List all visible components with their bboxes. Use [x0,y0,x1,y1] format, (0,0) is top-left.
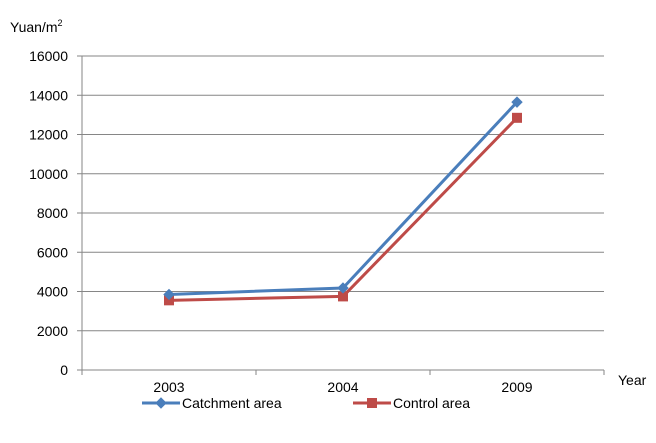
legend-marker [367,398,377,408]
y-tick-label: 4000 [37,284,68,300]
y-tick-label: 6000 [37,244,68,260]
y-tick-label: 8000 [37,205,68,221]
y-tick-label: 10000 [29,166,68,182]
legend-label: Catchment area [182,395,282,411]
data-point [512,112,522,123]
data-point [163,288,175,301]
legend-item: Catchment area [142,395,282,411]
y-tick-label: 14000 [29,87,68,103]
y-tick-label: 12000 [29,127,68,143]
data-point [337,282,349,294]
x-tick-label: 2003 [153,379,184,395]
legend-item: Control area [353,395,470,411]
series-control-area [164,112,522,306]
legend-label: Control area [393,395,470,411]
y-axis-title-text: Yuan/m [10,19,57,35]
legend-marker [155,397,167,409]
series [163,96,523,306]
y-axis-title: Yuan/m2 [10,18,63,35]
y-tick-label: 16000 [29,48,68,64]
data-point [164,295,174,306]
y-tick-labels: 0 2000 4000 6000 8000 10000 12000 14000 16000 [29,48,82,378]
x-tick-label: 2004 [327,379,358,395]
series-line [168,101,519,296]
x-tick-labels: 2003 2004 2009 [81,370,605,395]
data-point [511,96,523,108]
x-axis-title: Year [618,372,647,388]
series-line [168,116,519,302]
y-axis-title-superscript: 2 [57,18,62,28]
x-tick-label: 2009 [501,379,532,395]
legend: Catchment area Control area [142,395,470,411]
y-tick-label: 0 [60,362,68,378]
series-catchment-area [163,96,523,301]
data-point [338,291,348,302]
y-tick-label: 2000 [37,323,68,339]
